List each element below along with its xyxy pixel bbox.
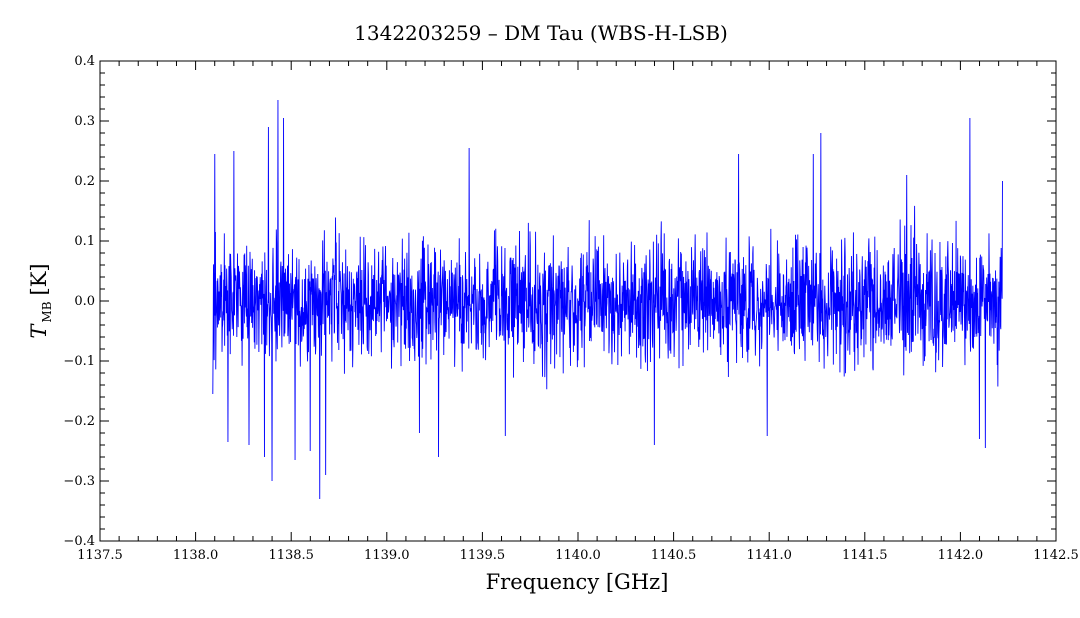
y-tick-label: 0.4 bbox=[74, 54, 95, 69]
y-tick-label: 0.2 bbox=[74, 174, 95, 189]
y-tick-label: −0.4 bbox=[63, 534, 95, 549]
x-tick-label: 1142.5 bbox=[1033, 548, 1079, 563]
axes-layer: 1137.5 1138.0 1138.5 1139.0 1139.5 1140.0 1140… bbox=[63, 54, 1078, 563]
y-tick-label: −0.2 bbox=[63, 414, 95, 429]
y-tick-label: −0.3 bbox=[63, 474, 95, 489]
y-tick-label: −0.1 bbox=[63, 354, 95, 369]
series-layer bbox=[212, 99, 1003, 500]
x-tick-label: 1142.0 bbox=[938, 548, 984, 563]
x-tick-label: 1138.5 bbox=[268, 548, 314, 563]
x-axis-title: Frequency [GHz] bbox=[486, 570, 669, 594]
x-tick-label: 1141.0 bbox=[746, 548, 792, 563]
x-tick-label: 1139.5 bbox=[460, 548, 506, 563]
y-tick-label: 0.0 bbox=[74, 294, 95, 309]
y-tick-label: 0.3 bbox=[74, 114, 95, 129]
x-tick-label: 1141.5 bbox=[842, 548, 888, 563]
x-tick-label: 1140.5 bbox=[651, 548, 697, 563]
y-axis-unit: [K] bbox=[27, 263, 51, 295]
spectrum-series-line bbox=[212, 99, 1003, 500]
x-tick-label: 1140.0 bbox=[555, 548, 601, 563]
y-tick-label: 0.1 bbox=[74, 234, 95, 249]
y-axis-symbol: T bbox=[27, 323, 51, 339]
x-tick-label: 1139.0 bbox=[364, 548, 410, 563]
chart-title: 1342203259 – DM Tau (WBS-H-LSB) bbox=[354, 21, 728, 45]
x-tick-label: 1137.5 bbox=[77, 548, 123, 563]
y-axis-subscript: MB bbox=[40, 301, 54, 322]
y-axis-title: TMB [K] bbox=[27, 263, 54, 338]
x-tick-label: 1138.0 bbox=[173, 548, 219, 563]
